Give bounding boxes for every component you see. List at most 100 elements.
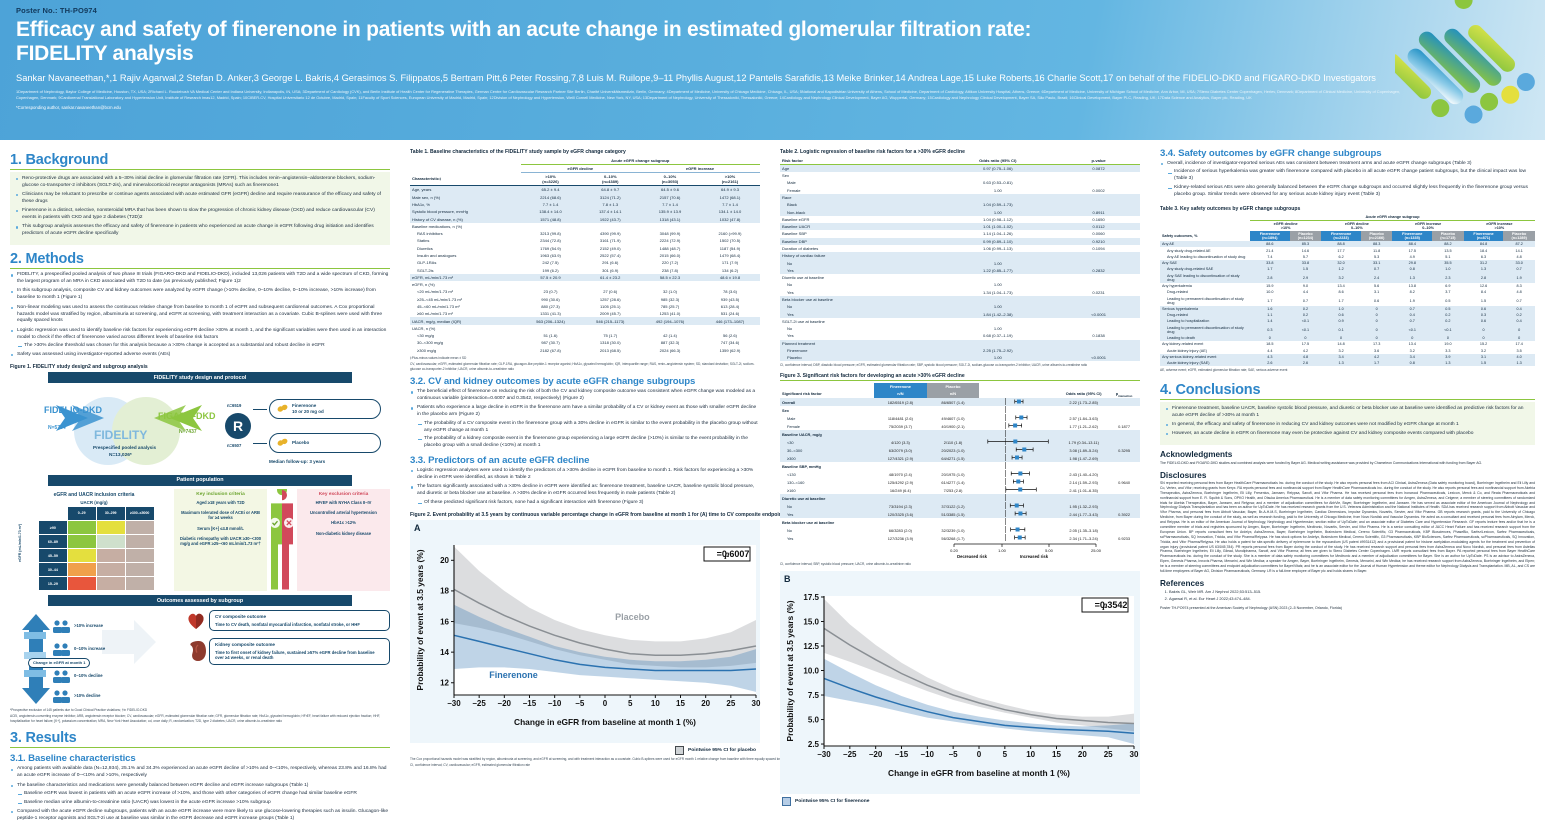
table3-row-label: Acute kidney injury (AE) bbox=[1167, 348, 1208, 353]
forest-cell-pla: 20/1975 (1.0) bbox=[941, 471, 965, 477]
table1-cell: 3124 (71.2) bbox=[599, 194, 621, 200]
table1-cell: 3048 (99.9) bbox=[659, 231, 681, 237]
table1-footnote-2: CV, cardiovascular; eGFR, estimated glom… bbox=[410, 362, 755, 371]
table1-cell: 2344 (72.8) bbox=[540, 238, 561, 244]
table-row: Any study drug-related AE 21.4 14.6 17.7 11.… bbox=[1160, 247, 1535, 253]
table2-odds-ratio: 1.01 (1.00–1.02) bbox=[982, 224, 1013, 230]
table3-cell: 2.3 bbox=[1445, 275, 1451, 280]
table-row: Systolic blood pressure, mmHg 138.4 ± 14.… bbox=[410, 208, 760, 216]
table2-p-value bbox=[1057, 252, 1140, 259]
table2-odds-ratio: 1.06 (0.99–1.13) bbox=[982, 246, 1013, 252]
table-row: eGFR decline eGFR increase bbox=[410, 164, 760, 174]
table3-cell: 1.3 bbox=[1409, 275, 1415, 280]
exclusion-item: Uncontrolled arterial hypertension bbox=[310, 509, 377, 515]
section-conclusions-heading: 4. Conclusions bbox=[1160, 382, 1535, 400]
table2-p-value: 0.2832 bbox=[1092, 267, 1105, 273]
forest-p-value bbox=[1108, 502, 1140, 510]
table3-cell: 3.3 bbox=[1445, 348, 1451, 353]
table3-arm-header: Placebo (n=1715) bbox=[1432, 230, 1464, 242]
table3-cell: 4.2 bbox=[1302, 348, 1309, 353]
section-results-heading: 3. Results bbox=[10, 730, 390, 749]
table1-cell: 64.9 ± 9.3 bbox=[721, 187, 739, 193]
table3-cell: 88.2 bbox=[1444, 242, 1452, 247]
table-row: No 1.00 bbox=[780, 259, 1140, 267]
results-3-3-bullets: Logistic regression analyses were used t… bbox=[410, 468, 760, 506]
table3-cell: 0.2 bbox=[1302, 306, 1309, 311]
table1-cell: 58.5 ± 22.3 bbox=[659, 274, 681, 280]
table3-cell: 14.1 bbox=[1515, 248, 1523, 253]
forest-p-value bbox=[1108, 430, 1140, 438]
table3-cell: 2.8 bbox=[1480, 275, 1487, 280]
table1-cell: 48.6 ± 19.8 bbox=[719, 274, 741, 280]
forest-cell-fin: 73/3194 (2.3) bbox=[888, 503, 912, 509]
svg-text:FIGARO-DKD: FIGARO-DKD bbox=[158, 411, 216, 421]
inclusion-grid-block: eGFR and UACR inclusion criteria UACR (m… bbox=[10, 489, 170, 592]
forest-header-finerenone: Finerenone bbox=[874, 382, 927, 390]
table3-cell: 1.7 bbox=[1267, 298, 1273, 303]
forest-plot-cell bbox=[979, 470, 1059, 478]
kidney-outcome-text: Time to first onset of kidney failure, s… bbox=[215, 649, 375, 661]
table-row: SGLT-2i use at baseline bbox=[780, 318, 1140, 325]
exclusion-criteria-box: Key exclusion criteria HFrEF with NYHA C… bbox=[297, 488, 390, 592]
table2-row-label: Yes bbox=[787, 289, 794, 295]
forest-header-factor: Significant risk factor bbox=[782, 391, 822, 397]
table-row: Sex bbox=[780, 406, 1140, 414]
inclusion-item: Serum [K+] ≤4.8 mmol/L bbox=[197, 525, 244, 531]
forest-row-label: Baseline UACR, mg/g bbox=[782, 431, 822, 437]
forest-header-placebo: Placebo bbox=[926, 382, 980, 390]
svg-text:0: 0 bbox=[603, 699, 608, 708]
table3-cell: 0.5 bbox=[1445, 306, 1451, 311]
table3-cell: 8.4 bbox=[1480, 290, 1487, 295]
references-list: Bakris GL, Weir MR. Am J Nephrol 2022;53… bbox=[1160, 589, 1535, 601]
table1-cell bbox=[581, 223, 640, 230]
arm-n: (n=2233) bbox=[1333, 236, 1349, 241]
table2-row-label: Baseline UACR bbox=[782, 224, 811, 230]
egfr-row-4: 15–29 bbox=[38, 576, 68, 592]
table2-row-label: No bbox=[787, 326, 793, 332]
randomization-diagram: R n=6519 n=6507 Finerenone bbox=[225, 397, 393, 467]
table2-row-label: Baseline SBP bbox=[782, 231, 807, 237]
list-item: Reno-protective drugs are associated wit… bbox=[15, 176, 385, 190]
svg-text:5.0: 5.0 bbox=[808, 715, 820, 724]
table2-row-label: No bbox=[787, 304, 793, 310]
list-item: Bakris GL, Weir MR. Am J Nephrol 2022;53… bbox=[1169, 589, 1535, 595]
forest-cell-pla: 61/4277 (1.4) bbox=[941, 479, 965, 485]
table1-row-label: SGLT-2is bbox=[417, 267, 434, 273]
table1-body: Age, years 65.2 ± 9.4 64.8 ± 9.7 64.5 ± 9.6… bbox=[410, 185, 760, 354]
forest-odds-ratio: 1.95 (1.32–2.93) bbox=[1069, 503, 1098, 509]
col-head-l2: (n=4389) bbox=[601, 179, 619, 185]
forest-row-label: No bbox=[787, 503, 792, 509]
uacr-axis-title: UACR (mg/g) bbox=[80, 499, 108, 505]
table-row: UACR, mg/g, median (IQR) 563 (206–1324) 54… bbox=[410, 317, 760, 325]
table3-cell: 0.7 bbox=[1409, 319, 1415, 324]
table3-arm-header: Finerenone (n=871) bbox=[1463, 230, 1504, 242]
table3-arm-header: Finerenone (n=2233) bbox=[1321, 230, 1361, 242]
table3-row-label: Any AE leading to discontinuation of stu… bbox=[1167, 254, 1246, 259]
forest-p-value bbox=[1108, 494, 1140, 502]
svg-text:Finerenone: Finerenone bbox=[489, 670, 538, 680]
svg-text:–20: –20 bbox=[869, 750, 883, 759]
table3-cell: 84.8 bbox=[1479, 242, 1488, 247]
table-row: Baseline UACR, mg/g bbox=[780, 430, 1140, 439]
outcomes-section: >10% increase 0–10% increase Change in e… bbox=[10, 609, 390, 706]
egfr-uacr-matrix: 0–29 30–299 ≥300–≤5000 ≥90 60–89 45–59 bbox=[38, 506, 155, 592]
egfr-axis-title: eGFR (mL/min/1.73 m²) bbox=[18, 523, 22, 562]
table3-cell: 0.2 bbox=[1445, 319, 1451, 324]
forest-cell-fin: 66/3283 (2.0) bbox=[888, 527, 912, 533]
forest-p-value: 0.1877 bbox=[1118, 423, 1130, 429]
svg-text:=0.6007: =0.6007 bbox=[717, 549, 750, 559]
table2-row-label: Male bbox=[787, 180, 796, 186]
table-row: GLP-1RAs 242 (7.5) 291 (6.6) 220 (7.2) 171 (… bbox=[410, 259, 760, 267]
subgroup-ladder: >10% increase 0–10% increase Change in e… bbox=[10, 610, 180, 706]
table1-cell: 7.7 ± 1.4 bbox=[542, 202, 559, 208]
table-row: Acute eGFR change subgroup bbox=[1160, 213, 1535, 221]
table1-group-decline: eGFR decline bbox=[520, 164, 640, 174]
table1-cell: 1187 (54.9) bbox=[719, 245, 741, 251]
svg-text:=0.3542: =0.3542 bbox=[1095, 600, 1128, 610]
svg-text:30: 30 bbox=[752, 699, 761, 708]
table2-p-value bbox=[1057, 318, 1140, 325]
forest-cell-pla bbox=[927, 494, 979, 502]
table2-odds-ratio: 2.25 (1.75–2.92) bbox=[982, 347, 1013, 353]
table1-cell: 32 (1.0) bbox=[663, 289, 677, 295]
chart-panel-A: A –30 –25 –20 –15 –10 –5 0 5 10 15 20 25 30 12 14 16 18 2… bbox=[410, 519, 761, 743]
